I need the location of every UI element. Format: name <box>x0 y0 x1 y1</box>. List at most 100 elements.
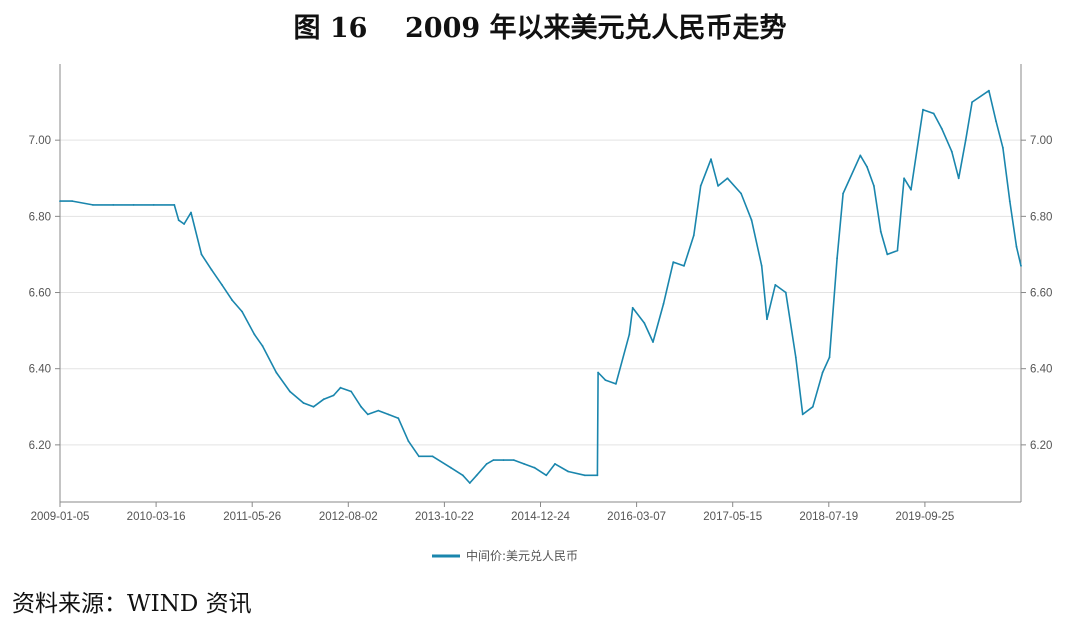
data-point <box>672 261 675 263</box>
data-point <box>554 463 556 465</box>
data-point <box>468 482 471 484</box>
x-tick-label: 2009-01-05 <box>31 511 90 523</box>
x-tick-label: 2017-05-15 <box>703 511 762 523</box>
data-point <box>289 390 291 393</box>
y-tick-label-right: 6.60 <box>1030 288 1052 300</box>
x-tick-label: 2012-08-02 <box>319 511 378 523</box>
data-point <box>710 158 712 161</box>
data-point <box>811 405 814 408</box>
x-tick-label: 2018-07-19 <box>799 511 858 523</box>
data-point <box>950 150 953 153</box>
data-point <box>112 204 115 206</box>
data-point <box>431 455 434 458</box>
data-point <box>995 120 997 122</box>
data-point <box>1020 265 1022 267</box>
data-point <box>957 177 960 180</box>
data-point <box>692 234 695 237</box>
data-point <box>1002 146 1004 149</box>
data-point <box>821 371 824 374</box>
data-point <box>866 165 868 168</box>
data-point <box>886 253 889 256</box>
data-point <box>71 200 74 203</box>
y-axis-right: 6.20 6.40 6.60 6.80 7.00 <box>1021 135 1052 452</box>
data-point <box>922 108 924 111</box>
y-tick-label-left: 6.20 <box>29 440 51 452</box>
x-tick-label: 2014-12-24 <box>511 511 570 523</box>
data-point <box>631 306 634 309</box>
x-tick-label: 2010-03-16 <box>127 511 186 523</box>
data-point <box>750 219 753 222</box>
x-tick-label: 2013-10-22 <box>415 511 474 523</box>
data-point <box>387 413 390 416</box>
data-point <box>932 112 935 115</box>
data-point <box>896 249 899 252</box>
data-point <box>221 284 223 286</box>
data-point <box>190 211 192 214</box>
x-tick-label: 2016-03-07 <box>607 511 666 523</box>
data-point <box>533 466 536 469</box>
source-note: 资料来源：WIND 资讯 <box>12 591 252 617</box>
series-group <box>59 89 1022 484</box>
data-point <box>407 440 410 442</box>
data-point <box>397 417 400 420</box>
data-point <box>177 219 180 222</box>
data-point <box>784 291 787 294</box>
data-point <box>449 466 452 469</box>
data-point <box>523 463 525 465</box>
y-tick-label-right: 7.00 <box>1030 135 1052 147</box>
y-tick-label-right: 6.20 <box>1030 440 1052 452</box>
data-point <box>339 386 342 389</box>
data-point <box>322 398 325 401</box>
data-point <box>940 127 943 130</box>
data-point <box>241 310 244 313</box>
data-point <box>485 463 488 465</box>
data-point <box>173 204 176 206</box>
x-axis: 2009-01-05 2010-03-16 2011-05-26 2012-08-02… <box>31 502 954 523</box>
y-tick-label-left: 6.60 <box>29 288 51 300</box>
data-point <box>683 265 685 267</box>
data-point <box>366 413 369 416</box>
data-point <box>59 200 61 203</box>
data-point <box>377 409 380 412</box>
data-point <box>597 371 599 374</box>
data-point <box>231 299 234 301</box>
data-point <box>261 344 264 347</box>
data-point <box>200 253 203 256</box>
data-point <box>842 192 844 195</box>
data-point <box>643 322 646 324</box>
data-point <box>132 204 135 206</box>
data-point <box>873 185 875 187</box>
data-point <box>699 185 702 187</box>
y-tick-label-left: 6.80 <box>29 211 51 223</box>
chart-title: 图 16 2009 年以来美元兑人民币走势 <box>293 13 787 44</box>
data-point <box>545 474 548 477</box>
data-point <box>152 204 155 206</box>
y-tick-label-left: 6.40 <box>29 364 51 376</box>
data-point <box>604 379 607 381</box>
data-point <box>475 474 478 477</box>
y-axis-left: 6.20 6.40 6.60 6.80 7.00 <box>29 135 60 452</box>
data-point <box>801 413 804 416</box>
data-point <box>210 268 213 271</box>
legend: 中间价:美元兑人民币 <box>432 548 578 563</box>
data-point <box>513 459 515 461</box>
data-point <box>828 356 831 359</box>
data-point <box>253 333 256 336</box>
data-point <box>964 139 967 142</box>
data-point <box>350 390 353 393</box>
data-point <box>628 333 631 336</box>
data-point <box>971 101 973 103</box>
data-point <box>418 455 420 458</box>
x-tick-label: 2019-09-25 <box>895 511 954 523</box>
data-point <box>502 459 505 461</box>
data-point <box>652 341 654 343</box>
data-point <box>794 356 797 359</box>
data-point <box>492 459 495 461</box>
data-point <box>903 177 905 180</box>
data-point <box>584 474 586 477</box>
data-point <box>717 185 719 187</box>
data-point <box>1015 245 1018 248</box>
axes <box>59 64 1022 503</box>
series-line <box>60 89 1022 484</box>
